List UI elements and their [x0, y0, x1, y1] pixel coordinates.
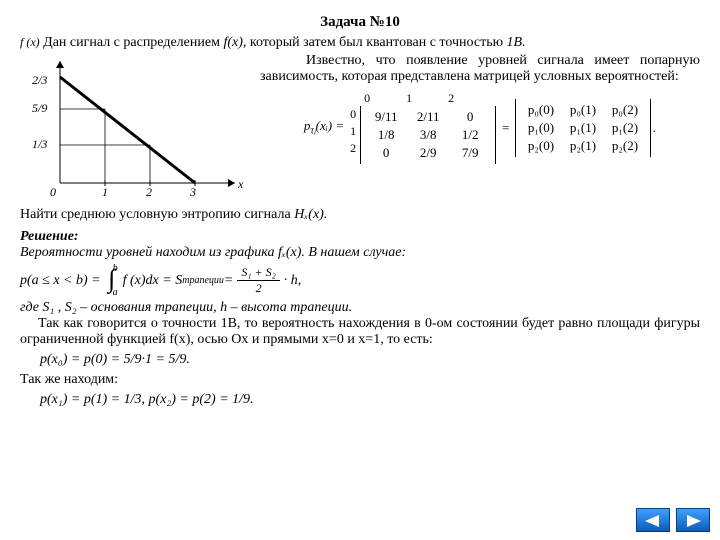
symbolic-matrix: p₀(0)p₀(1)p₀(2) p₁(0)p₁(1)p₁(2) p₂(0)p₂(… — [515, 99, 651, 157]
pm22: p₂(2) — [604, 137, 646, 155]
mc11: 3/8 — [407, 126, 449, 144]
conditional-probability-matrix: pτⱼ(xᵢ) = 0 1 2 0 1 2 9/112/110 1/ — [260, 91, 700, 164]
task-line: Найти среднюю условную энтропию сигнала … — [20, 207, 700, 223]
mhead-2: 2 — [430, 91, 472, 106]
x-label-1: 1 — [102, 185, 108, 200]
mhead-0: 0 — [346, 91, 388, 106]
eq-p0: p(x₀) = p(0) = 5/9·1 = 5/9. — [40, 352, 700, 368]
pm00: p₀(0) — [520, 101, 562, 119]
numeric-matrix: 9/112/110 1/83/81/2 02/97/9 — [360, 106, 496, 164]
formula-tail: · h, — [284, 273, 302, 289]
matrix-period: . — [653, 120, 656, 136]
where-line: где S₁ , S₂ – основания трапеции, h – вы… — [20, 300, 700, 316]
mvhead-1: 1 — [344, 123, 356, 140]
intro-line: f (x) Дан сигнал с распределением f(x), … — [20, 35, 700, 51]
pdf-graph: 2/3 5/9 1/3 0 1 2 3 x — [20, 53, 260, 201]
next-button[interactable] — [676, 508, 710, 532]
mc22: 7/9 — [449, 144, 491, 162]
pm20: p₂(0) — [520, 137, 562, 155]
intro-fx: f(x) — [223, 35, 242, 50]
x-label-3: 3 — [190, 185, 196, 200]
mc10: 1/8 — [365, 126, 407, 144]
trap-sub: трапеции — [182, 275, 224, 286]
frac-num: S₁ + S₂ — [237, 265, 279, 281]
fraction: S₁ + S₂ 2 — [237, 265, 279, 296]
pm12: p₁(2) — [604, 119, 646, 137]
mvhead-2: 2 — [344, 140, 356, 157]
x-axis-label: x — [238, 177, 243, 192]
intro-text-2: , который затем был квантован с точность… — [243, 35, 507, 50]
pm10: p₁(0) — [520, 119, 562, 137]
pm01: p₀(1) — [562, 101, 604, 119]
task-text: Найти среднюю условную энтропию сигнала — [20, 207, 294, 222]
eq-sign-2: = — [501, 120, 510, 136]
prev-button[interactable] — [636, 508, 670, 532]
int-body: f (x)dx = S — [123, 273, 183, 289]
matrix-intro-text: Известно, что появление уровней сигнала … — [260, 53, 700, 85]
origin-label: 0 — [50, 185, 56, 200]
mhead-1: 1 — [388, 91, 430, 106]
solution-head: Решение: Вероятности уровней находим из … — [20, 229, 700, 261]
frac-den: 2 — [252, 281, 266, 296]
x-label-2: 2 — [146, 185, 152, 200]
intro-1v: 1В. — [507, 35, 526, 50]
right-text-block: Известно, что появление уровней сигнала … — [260, 53, 700, 164]
pm11: p₁(1) — [562, 119, 604, 137]
y-label-1-3: 1/3 — [32, 137, 47, 152]
eq-p12: p(x₁) = p(1) = 1/3, p(x₂) = p(2) = 1/9. — [40, 392, 700, 408]
intro-text-1: Дан сигнал с распределением — [43, 35, 223, 50]
mc21: 2/9 — [407, 144, 449, 162]
int-b: b — [113, 263, 118, 274]
pm21: p₂(1) — [562, 137, 604, 155]
solution-word: Решение: — [20, 229, 79, 244]
matrix-p-arg: (xᵢ) = — [316, 118, 345, 133]
eq-sign-3: = — [224, 273, 233, 289]
int-a: a — [113, 287, 118, 298]
sol-line1b: . В нашем случае: — [301, 245, 406, 260]
mc02: 0 — [449, 108, 491, 126]
task-hx: Hₓ(x). — [294, 207, 327, 222]
mc01: 2/11 — [407, 108, 449, 126]
problem-title: Задача №10 — [20, 14, 700, 31]
mc00: 9/11 — [365, 108, 407, 126]
formula-lhs: p(a ≤ x < b) = — [20, 273, 101, 289]
sol-fx: fₓ(x) — [278, 245, 301, 260]
y-label-2-3: 2/3 — [32, 73, 47, 88]
fx-axis-label-top: f (x) — [20, 35, 40, 49]
mc12: 1/2 — [449, 126, 491, 144]
also-line: Так же находим: — [20, 372, 700, 388]
mvhead-0: 0 — [344, 106, 356, 123]
y-label-5-9: 5/9 — [32, 101, 47, 116]
where-text: где S₁ , S₂ – основания трапеции, h – вы… — [20, 300, 352, 315]
pm02: p₀(2) — [604, 101, 646, 119]
sol-line1a: Вероятности уровней находим из графика — [20, 245, 278, 260]
mc20: 0 — [365, 144, 407, 162]
integral-formula: p(a ≤ x < b) = ∫ b a f (x)dx = Sтрапеции… — [20, 265, 700, 296]
para-precision: Так как говорится о точности 1В, то веро… — [20, 316, 700, 348]
